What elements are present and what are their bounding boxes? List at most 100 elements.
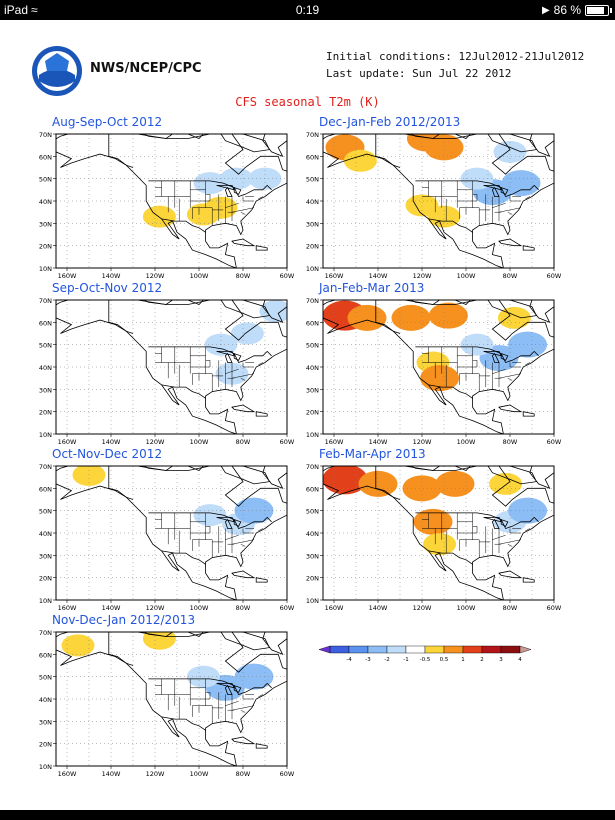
coastline (255, 743, 268, 749)
colorbar-swatch (481, 645, 502, 654)
panel-title: Nov-Dec-Jan 2012/2013 (52, 613, 196, 627)
colorbar-swatch (405, 645, 426, 654)
coastline (231, 736, 256, 745)
x-tick-label: 160W (58, 438, 77, 444)
coastline (487, 466, 538, 485)
anomaly-patch (460, 167, 494, 190)
colorbar-label: 4 (518, 657, 522, 663)
national-border (161, 384, 206, 399)
state-border (472, 360, 478, 367)
coastline (220, 632, 271, 651)
coastline (262, 632, 287, 656)
state-border (205, 194, 211, 201)
coastline (529, 300, 554, 324)
x-tick-label: 60W (547, 272, 562, 278)
y-tick-label: 20N (39, 409, 52, 417)
national-border (148, 678, 272, 695)
y-tick-label: 60N (39, 319, 52, 327)
x-tick-label: 160W (58, 272, 77, 278)
anomaly-patch (234, 497, 274, 524)
y-tick-label: 60N (306, 319, 319, 327)
colorbar-arrow-high (519, 645, 532, 654)
coastline (491, 352, 500, 363)
anomaly-patch (435, 470, 475, 497)
y-tick-label: 60N (306, 485, 319, 493)
state-border (231, 373, 255, 379)
state-border (507, 377, 513, 381)
y-tick-label: 10N (306, 431, 319, 439)
anomaly-patch (423, 533, 457, 556)
coastline (454, 134, 471, 139)
y-tick-label: 50N (306, 508, 319, 516)
colorbar-swatch (386, 645, 407, 654)
state-border (225, 368, 239, 374)
colorbar-swatch (462, 645, 483, 654)
national-border (108, 300, 134, 334)
map-panel-djf: Dec-Jan-Feb 2012/2013 10N 20N 30N 40N 50N 60N… (297, 115, 567, 278)
anomaly-patch (420, 365, 460, 392)
x-tick-label: 60W (280, 438, 295, 444)
colorbar-legend: -4 -3 -2 -1 -0.5 0.5 1 2 3 4 (318, 645, 532, 663)
x-tick-label: 140W (369, 438, 388, 444)
state-border (509, 196, 521, 202)
x-tick-label: 100W (457, 272, 476, 278)
coastline (522, 245, 535, 251)
state-border (498, 207, 522, 213)
map-panel-aso: Aug-Sep-Oct 2012 10N 20N 30N 40N 50N 60N 70N 16… (30, 115, 300, 278)
y-tick-label: 30N (306, 552, 319, 560)
coastline (224, 684, 233, 695)
x-tick-label: 100W (457, 604, 476, 610)
national-border (108, 134, 134, 168)
national-border (108, 466, 134, 500)
x-tick-label: 100W (190, 604, 209, 610)
x-tick-label: 60W (547, 604, 562, 610)
colorbar-swatch (329, 645, 350, 654)
x-tick-label: 80W (503, 272, 518, 278)
y-tick-label: 30N (306, 386, 319, 394)
anomaly-patch (501, 170, 541, 197)
y-tick-label: 40N (306, 530, 319, 538)
y-tick-label: 10N (306, 265, 319, 273)
y-tick-label: 20N (306, 409, 319, 417)
state-border (242, 196, 254, 202)
anomaly-patch (497, 306, 531, 329)
x-tick-label: 160W (325, 604, 344, 610)
state-border (242, 694, 254, 700)
coastline (233, 519, 242, 527)
x-tick-label: 60W (280, 770, 295, 776)
y-tick-label: 30N (39, 552, 52, 560)
coastline (233, 187, 242, 195)
anomaly-patch (424, 134, 464, 161)
coastline (498, 238, 523, 247)
coastline (410, 134, 441, 139)
x-tick-label: 120W (146, 272, 165, 278)
coastline (500, 519, 509, 527)
anomaly-patch (427, 205, 461, 228)
x-tick-label: 100W (190, 272, 209, 278)
y-tick-label: 70N (306, 297, 319, 305)
state-border (492, 202, 506, 208)
coastline (56, 134, 287, 268)
state-border (258, 528, 263, 532)
coastline (143, 632, 174, 637)
y-tick-label: 60N (39, 485, 52, 493)
wifi-icon: ≈ (31, 3, 38, 17)
coastline (500, 187, 509, 195)
y-tick-label: 10N (306, 597, 319, 605)
figure-title: CFS seasonal T2m (K) (235, 95, 380, 109)
anomaly-patch (193, 172, 227, 195)
map-panel-fma: Feb-Mar-Apr 2013 10N 20N 30N 40N 50N 60N 70N 16… (297, 447, 567, 610)
state-border (258, 362, 263, 366)
national-border (415, 512, 539, 529)
coastline (143, 300, 174, 305)
anomaly-patch (142, 632, 176, 650)
x-tick-label: 120W (413, 272, 432, 278)
map-panel-son: Sep-Oct-Nov 2012 10N 20N 30N 40N 50N 60N 70N 16… (30, 281, 300, 444)
coastline (498, 570, 523, 579)
national-border (375, 134, 401, 168)
y-tick-label: 10N (39, 431, 52, 439)
coastline (498, 404, 523, 413)
anomaly-patch (347, 304, 387, 331)
x-tick-label: 60W (280, 272, 295, 278)
anomaly-patch (323, 466, 368, 495)
